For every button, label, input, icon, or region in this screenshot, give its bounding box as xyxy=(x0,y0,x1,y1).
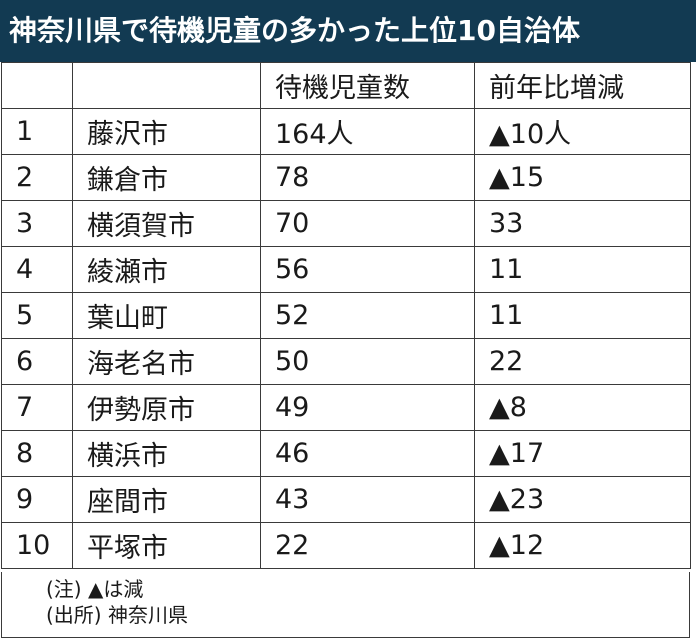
header-rank xyxy=(1,62,73,109)
city-cell: 葉山町 xyxy=(72,292,261,339)
change-cell: 11 xyxy=(474,292,691,339)
city-cell: 伊勢原市 xyxy=(72,384,261,431)
city-cell: 綾瀬市 xyxy=(72,246,261,293)
change-cell: 33 xyxy=(474,200,691,247)
count-cell: 78 xyxy=(260,154,475,201)
table-row: 7 伊勢原市 49 ▲8 xyxy=(1,384,691,431)
table-row: 3 横須賀市 70 33 xyxy=(1,200,691,247)
header-row: 待機児童数 前年比増減 xyxy=(1,62,691,109)
rank-cell: 3 xyxy=(1,200,73,247)
city-cell: 藤沢市 xyxy=(72,108,261,155)
city-cell: 平塚市 xyxy=(72,522,261,569)
count-cell: 56 xyxy=(260,246,475,293)
city-cell: 横須賀市 xyxy=(72,200,261,247)
rank-cell: 5 xyxy=(1,292,73,339)
table-row: 10 平塚市 22 ▲12 xyxy=(1,522,691,569)
header-city xyxy=(72,62,261,109)
count-cell: 49 xyxy=(260,384,475,431)
header-year-over-year-change: 前年比増減 xyxy=(474,62,691,109)
count-cell: 164人 xyxy=(260,108,475,155)
source-note: (出所) 神奈川県 xyxy=(46,603,188,627)
ranking-table: 待機児童数 前年比増減 1 藤沢市 164人 ▲10人 2 鎌倉市 78 ▲15… xyxy=(1,62,691,569)
table-title: 神奈川県で待機児童の多かった上位10自治体 xyxy=(0,0,696,62)
count-cell: 70 xyxy=(260,200,475,247)
table-row: 2 鎌倉市 78 ▲15 xyxy=(1,154,691,201)
table-row: 5 葉山町 52 11 xyxy=(1,292,691,339)
table-row: 9 座間市 43 ▲23 xyxy=(1,476,691,523)
decrease-note: (注) ▲は減 xyxy=(46,577,144,601)
rank-cell: 1 xyxy=(1,108,73,155)
count-cell: 46 xyxy=(260,430,475,477)
count-cell: 43 xyxy=(260,476,475,523)
change-cell: 22 xyxy=(474,338,691,385)
rank-cell: 10 xyxy=(1,522,73,569)
city-cell: 鎌倉市 xyxy=(72,154,261,201)
change-cell: 11 xyxy=(474,246,691,293)
rank-cell: 7 xyxy=(1,384,73,431)
count-cell: 22 xyxy=(260,522,475,569)
rank-cell: 2 xyxy=(1,154,73,201)
count-cell: 50 xyxy=(260,338,475,385)
table-row: 6 海老名市 50 22 xyxy=(1,338,691,385)
rank-cell: 4 xyxy=(1,246,73,293)
change-cell: ▲15 xyxy=(474,154,691,201)
change-cell: ▲10人 xyxy=(474,108,691,155)
city-cell: 横浜市 xyxy=(72,430,261,477)
rank-cell: 6 xyxy=(1,338,73,385)
change-cell: ▲12 xyxy=(474,522,691,569)
table-notes: (注) ▲は減 (出所) 神奈川県 xyxy=(1,572,690,638)
table-row: 8 横浜市 46 ▲17 xyxy=(1,430,691,477)
city-cell: 座間市 xyxy=(72,476,261,523)
city-cell: 海老名市 xyxy=(72,338,261,385)
count-cell: 52 xyxy=(260,292,475,339)
change-cell: ▲8 xyxy=(474,384,691,431)
header-waiting-children: 待機児童数 xyxy=(260,62,475,109)
table-row: 4 綾瀬市 56 11 xyxy=(1,246,691,293)
change-cell: ▲23 xyxy=(474,476,691,523)
change-cell: ▲17 xyxy=(474,430,691,477)
table-row: 1 藤沢市 164人 ▲10人 xyxy=(1,108,691,155)
rank-cell: 8 xyxy=(1,430,73,477)
rank-cell: 9 xyxy=(1,476,73,523)
